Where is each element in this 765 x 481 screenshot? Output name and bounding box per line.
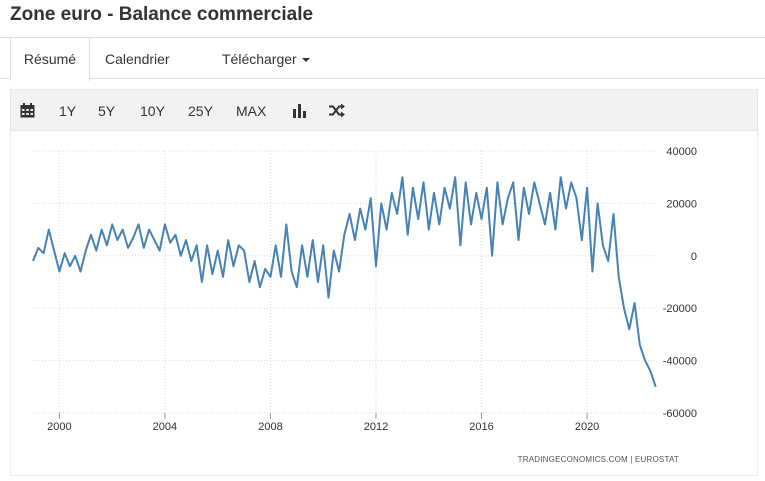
range-max-button[interactable]: MAX [236,103,267,119]
x-tick-label: 2004 [153,421,177,433]
tab-telecharger-label: Télécharger [222,51,297,67]
tab-calendrier[interactable]: Calendrier [105,51,170,67]
chart-toolbar: 1Y 5Y 10Y 25Y MAX [10,89,758,131]
x-tick-label: 2000 [47,421,71,433]
x-tick-label: 2012 [364,421,388,433]
y-tick-label: 20000 [666,198,697,210]
y-tick-label: 0 [691,251,697,263]
y-tick-label: 40000 [666,146,697,158]
shuffle-icon[interactable] [328,103,346,119]
trade-balance-chart: 2000 2004 2008 2012 2016 2020 40000 20000 0 -200… [32,146,697,464]
chart-container: 2000 2004 2008 2012 2016 2020 40000 20000 0 -200… [10,131,758,476]
tab-resume[interactable]: Résumé [10,38,90,81]
range-5y-button[interactable]: 5Y [98,103,116,119]
range-1y-button[interactable]: 1Y [59,103,77,119]
range-10y-button[interactable]: 10Y [140,103,165,119]
x-tick-label: 2016 [469,421,493,433]
caret-down-icon [301,58,310,63]
tab-bar: Résumé Calendrier Télécharger [0,37,765,81]
y-tick-label: -60000 [663,408,697,420]
calendar-icon[interactable] [20,103,35,119]
series-line [32,176,657,388]
x-tick-label: 2008 [258,421,282,433]
x-tick-label: 2020 [575,421,599,433]
tab-telecharger[interactable]: Télécharger [222,38,310,80]
source-credit: TRADINGECONOMICS.COM | EUROSTAT [518,455,679,464]
page-title: Zone euro - Balance commerciale [10,4,314,25]
y-tick-label: -20000 [663,303,697,315]
bar-chart-icon[interactable] [292,103,307,119]
y-tick-label: -40000 [663,356,697,368]
range-25y-button[interactable]: 25Y [188,103,213,119]
